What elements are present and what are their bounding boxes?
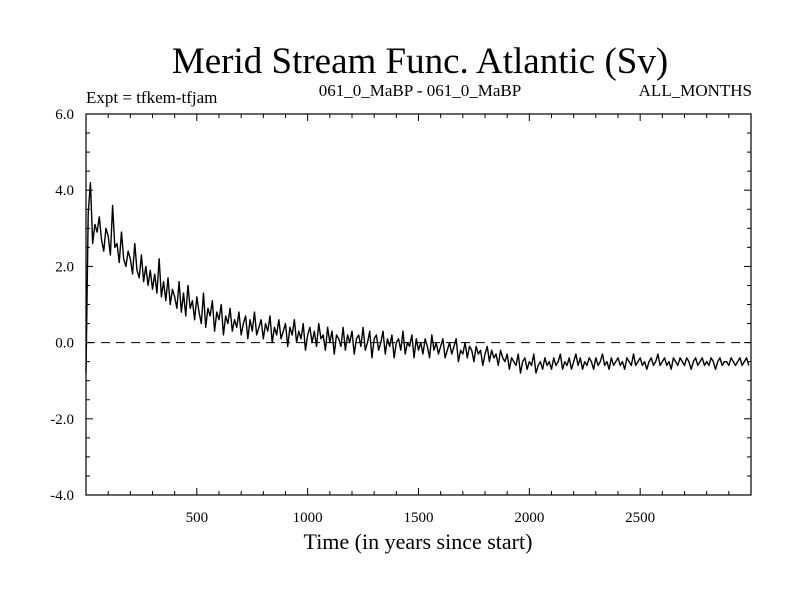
x-tick-label: 1500 bbox=[404, 510, 434, 526]
chart-title: Merid Stream Func. Atlantic (Sv) bbox=[172, 41, 668, 82]
y-tick-label: 6.0 bbox=[55, 107, 74, 123]
months-label: ALL_MONTHS bbox=[639, 81, 752, 100]
plot-area bbox=[85, 181, 751, 374]
plot-frame bbox=[85, 113, 752, 496]
series-line-1 bbox=[85, 181, 750, 374]
x-tick-label: 500 bbox=[186, 510, 209, 526]
y-tick-label: 0.0 bbox=[55, 336, 74, 352]
y-tick-label: 2.0 bbox=[55, 259, 74, 275]
period-label: 061_0_MaBP - 061_0_MaBP bbox=[319, 81, 521, 100]
x-tick-label: 1000 bbox=[293, 510, 323, 526]
x-tick-label: 2500 bbox=[625, 510, 655, 526]
y-tick-label: -2.0 bbox=[50, 412, 74, 428]
y-tick-label: 4.0 bbox=[55, 183, 74, 199]
y-axis: -4.0 -2.0 0.0 2.0 4.0 6.0 bbox=[50, 107, 751, 504]
experiment-label: Expt = tfkem-tfjam bbox=[86, 88, 217, 107]
x-tick-label: 2000 bbox=[514, 510, 544, 526]
y-tick-label: -4.0 bbox=[50, 488, 74, 504]
x-axis-label: Time (in years since start) bbox=[304, 529, 533, 554]
x-axis: 500 1000 1500 2000 2500 bbox=[107, 114, 730, 526]
